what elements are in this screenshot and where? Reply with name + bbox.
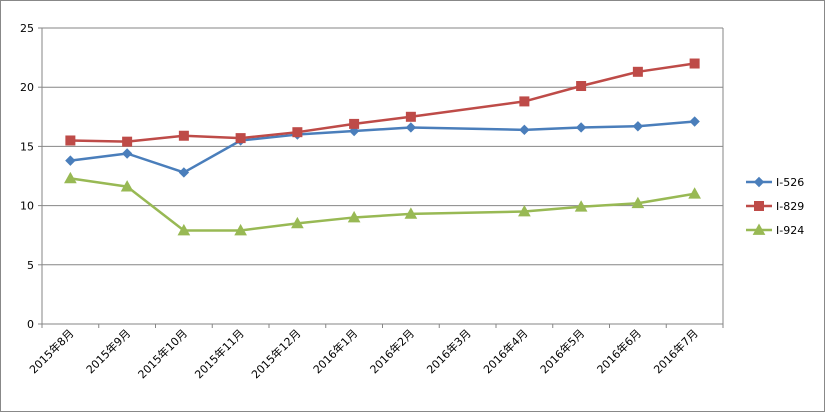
data-point bbox=[235, 133, 246, 144]
y-tick-label: 0 bbox=[27, 318, 34, 331]
legend-label: I-924 bbox=[776, 224, 804, 237]
legend-item: I-526 bbox=[746, 176, 804, 189]
x-tick-label: 2015年11月 bbox=[192, 326, 247, 381]
data-point bbox=[120, 180, 134, 192]
data-point bbox=[178, 130, 189, 141]
x-tick-label: 2015年9月 bbox=[83, 326, 133, 376]
legend-item: I-829 bbox=[746, 200, 804, 213]
data-point bbox=[121, 148, 133, 159]
data-point bbox=[632, 66, 643, 77]
series-I-829 bbox=[65, 58, 700, 147]
data-point bbox=[689, 116, 700, 127]
x-tick-label: 2015年8月 bbox=[26, 326, 76, 376]
y-tick-label: 20 bbox=[20, 81, 34, 94]
data-point bbox=[752, 223, 766, 235]
data-point bbox=[575, 122, 587, 133]
y-tick-label: 15 bbox=[20, 140, 34, 153]
legend-label: I-829 bbox=[776, 200, 804, 213]
data-point bbox=[632, 121, 644, 132]
legend-item: I-924 bbox=[746, 223, 804, 237]
grid bbox=[42, 27, 723, 266]
legend-label: I-526 bbox=[776, 176, 804, 189]
x-tick-label: 2015年10月 bbox=[135, 326, 190, 381]
x-tick-label: 2016年2月 bbox=[367, 326, 417, 376]
data-point bbox=[178, 167, 190, 178]
y-tick-label: 10 bbox=[20, 200, 34, 213]
data-point bbox=[519, 96, 530, 107]
legend: I-526 I-829 I-924 bbox=[746, 176, 804, 237]
data-point bbox=[576, 81, 587, 92]
series-I-526 bbox=[65, 116, 700, 178]
y-tick-label: 25 bbox=[20, 22, 34, 35]
series-line bbox=[70, 120, 695, 174]
x-tick-label: 2016年5月 bbox=[537, 326, 587, 376]
data-point bbox=[404, 207, 418, 219]
series-layer bbox=[64, 58, 701, 236]
x-tick-label: 2016年6月 bbox=[594, 326, 644, 376]
data-point bbox=[65, 155, 76, 166]
data-point bbox=[405, 111, 416, 122]
y-tick-label: 5 bbox=[27, 259, 34, 272]
series-I-924 bbox=[64, 171, 701, 236]
data-point bbox=[519, 124, 530, 136]
data-point bbox=[347, 210, 361, 223]
data-point bbox=[518, 204, 531, 217]
data-point bbox=[349, 118, 360, 129]
data-point bbox=[291, 216, 304, 229]
data-point bbox=[234, 223, 247, 236]
data-point bbox=[753, 176, 765, 188]
x-tick-label: 2015年12月 bbox=[248, 326, 303, 381]
data-point bbox=[574, 200, 588, 212]
data-point bbox=[177, 223, 191, 236]
x-tick-label: 2016年1月 bbox=[310, 326, 360, 376]
x-tick-label: 2016年3月 bbox=[424, 326, 474, 376]
data-point bbox=[64, 171, 77, 184]
data-point bbox=[292, 127, 303, 138]
data-point bbox=[754, 201, 764, 211]
x-tick-label: 2016年4月 bbox=[480, 326, 530, 376]
data-point bbox=[65, 135, 76, 146]
data-point bbox=[689, 58, 700, 69]
data-point bbox=[688, 187, 701, 199]
data-point bbox=[122, 136, 133, 147]
x-tick-label: 2016年7月 bbox=[651, 326, 701, 376]
data-point bbox=[405, 122, 417, 133]
data-point bbox=[631, 196, 645, 209]
series-line bbox=[70, 177, 695, 232]
